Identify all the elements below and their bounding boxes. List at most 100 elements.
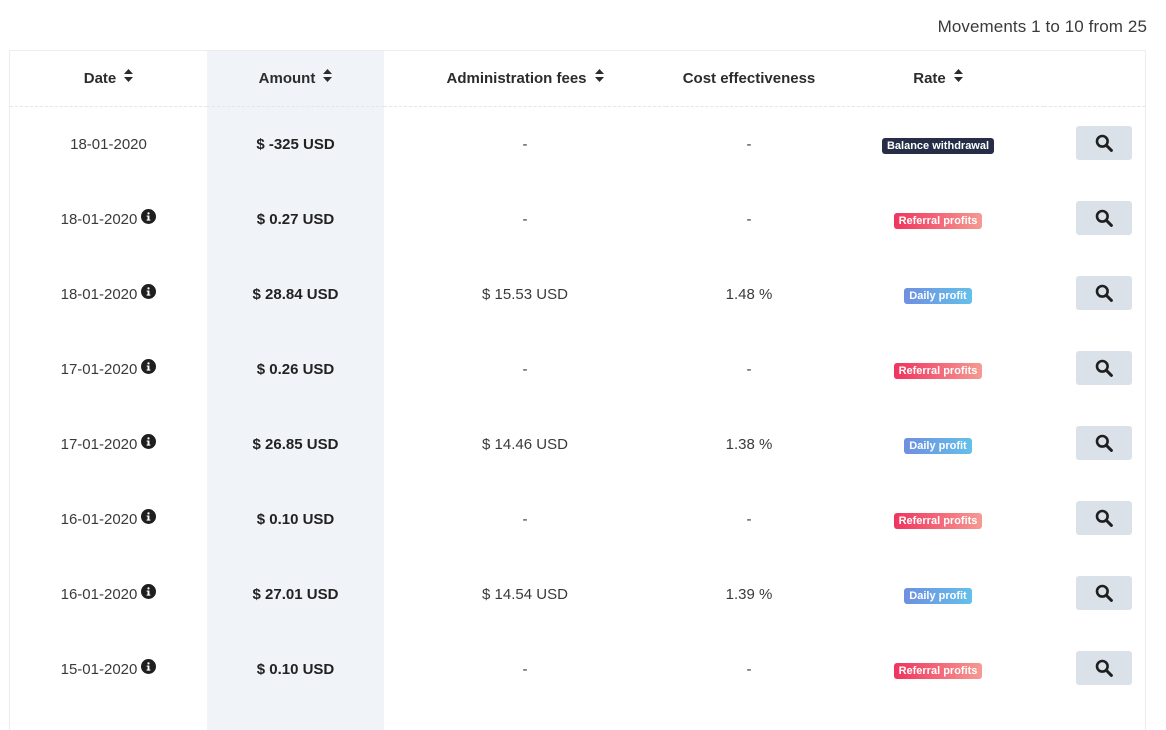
sort-icon[interactable] [594, 69, 604, 86]
cost-cell: 1.48 % [666, 257, 832, 332]
date-value: 18-01-2020 [60, 285, 138, 303]
rate-cell: Daily profit [832, 257, 1044, 332]
view-details-button[interactable] [1075, 501, 1132, 535]
actions-cell [1044, 107, 1145, 183]
date-value: 16-01-2020 [60, 585, 138, 603]
table-header-row: Date Amount Administration fees Cost eff… [10, 51, 1145, 107]
view-details-button[interactable] [1075, 201, 1132, 235]
table-body: 18-01-2020 $ -325 USD - - Balance withdrawal… [10, 107, 1145, 708]
fees-value: - [522, 211, 528, 228]
info-circle-icon[interactable] [141, 434, 157, 453]
actions-cell [1044, 332, 1145, 407]
view-details-button[interactable] [1075, 576, 1132, 610]
fees-cell: - [384, 182, 666, 257]
cost-cell: - [666, 482, 832, 557]
view-details-button[interactable] [1075, 426, 1132, 460]
amount-cell: $ 28.84 USD [207, 257, 384, 332]
rate-cell: Referral profits [832, 632, 1044, 707]
column-header-rate[interactable]: Rate [832, 51, 1044, 107]
amount-cell: $ 0.10 USD [207, 632, 384, 707]
table-row: 17-01-2020 $ 0.26 USD - - Referral profits [10, 332, 1145, 407]
rate-cell: Balance withdrawal [832, 107, 1044, 183]
rate-badge: Referral profits [893, 212, 983, 229]
column-header-amount[interactable]: Amount [207, 51, 384, 107]
column-header-rate-label: Rate [913, 70, 946, 87]
date-value: 18-01-2020 [70, 136, 147, 153]
rate-badge: Daily profit [904, 287, 972, 304]
fees-cell: $ 15.53 USD [384, 257, 666, 332]
cost-value: - [746, 661, 752, 678]
cost-cell: - [666, 107, 832, 183]
fees-value: $ 14.46 USD [482, 436, 568, 453]
amount-cell: $ -325 USD [207, 107, 384, 183]
amount-cell: $ 0.26 USD [207, 332, 384, 407]
date-value: 17-01-2020 [60, 360, 138, 378]
date-value: 16-01-2020 [60, 510, 138, 528]
cost-value: - [746, 511, 752, 528]
view-details-button[interactable] [1075, 276, 1132, 310]
actions-cell [1044, 182, 1145, 257]
rate-badge: Referral profits [893, 662, 983, 679]
date-cell: 18-01-2020 [10, 257, 207, 332]
sort-icon[interactable] [953, 69, 963, 86]
cost-value: 1.39 % [725, 586, 773, 603]
view-details-button[interactable] [1075, 351, 1132, 385]
column-header-amount-label: Amount [258, 70, 316, 87]
date-cell: 16-01-2020 [10, 482, 207, 557]
cost-cell: - [666, 632, 832, 707]
info-circle-icon[interactable] [141, 209, 157, 228]
amount-cell: $ 27.01 USD [207, 557, 384, 632]
fees-value: - [522, 511, 528, 528]
date-cell: 16-01-2020 [10, 557, 207, 632]
info-circle-icon[interactable] [141, 659, 157, 678]
amount-value: $ 0.10 USD [256, 661, 335, 678]
info-circle-icon[interactable] [141, 284, 157, 303]
column-header-date-label: Date [83, 70, 117, 87]
sort-icon[interactable] [323, 69, 333, 86]
column-header-date[interactable]: Date [10, 51, 207, 107]
fees-cell: - [384, 107, 666, 183]
amount-column-highlight [207, 51, 384, 730]
fees-cell: - [384, 332, 666, 407]
cost-value: - [746, 136, 752, 153]
fees-cell: - [384, 482, 666, 557]
fees-cell: - [384, 632, 666, 707]
date-value: 18-01-2020 [60, 210, 138, 228]
date-cell: 17-01-2020 [10, 407, 207, 482]
rate-cell: Daily profit [832, 557, 1044, 632]
date-value: 17-01-2020 [60, 435, 138, 453]
movements-table-card: Date Amount Administration fees Cost eff… [9, 50, 1146, 730]
cost-value: 1.38 % [725, 436, 773, 453]
table-row: 18-01-2020 $ -325 USD - - Balance withdrawal [10, 107, 1145, 183]
column-header-cost: Cost effectiveness [666, 51, 832, 107]
actions-cell [1044, 557, 1145, 632]
rate-badge: Referral profits [893, 512, 983, 529]
info-circle-icon[interactable] [141, 584, 157, 603]
view-details-button[interactable] [1075, 126, 1132, 160]
pagination-summary: Movements 1 to 10 from 25 [937, 17, 1147, 36]
date-cell: 18-01-2020 [10, 182, 207, 257]
amount-value: $ 26.85 USD [252, 436, 339, 453]
amount-value: $ 0.27 USD [256, 211, 335, 228]
column-header-fees-label: Administration fees [446, 70, 587, 87]
rate-badge: Daily profit [904, 587, 972, 604]
column-header-actions [1044, 51, 1145, 107]
info-circle-icon[interactable] [141, 359, 157, 378]
cost-cell: 1.38 % [666, 407, 832, 482]
fees-cell: $ 14.46 USD [384, 407, 666, 482]
rate-cell: Referral profits [832, 182, 1044, 257]
actions-cell [1044, 632, 1145, 707]
date-cell: 15-01-2020 [10, 632, 207, 707]
cost-cell: - [666, 332, 832, 407]
fees-value: - [522, 661, 528, 678]
sort-icon[interactable] [124, 69, 134, 86]
amount-value: $ 0.26 USD [256, 361, 335, 378]
column-header-fees[interactable]: Administration fees [384, 51, 666, 107]
date-cell: 17-01-2020 [10, 332, 207, 407]
view-details-button[interactable] [1075, 651, 1132, 685]
info-circle-icon[interactable] [141, 509, 157, 528]
fees-value: $ 15.53 USD [482, 286, 568, 303]
column-header-cost-label: Cost effectiveness [682, 70, 816, 87]
table-row: 17-01-2020 $ 26.85 USD $ 14.46 USD 1.38 % Da… [10, 407, 1145, 482]
amount-cell: $ 0.27 USD [207, 182, 384, 257]
